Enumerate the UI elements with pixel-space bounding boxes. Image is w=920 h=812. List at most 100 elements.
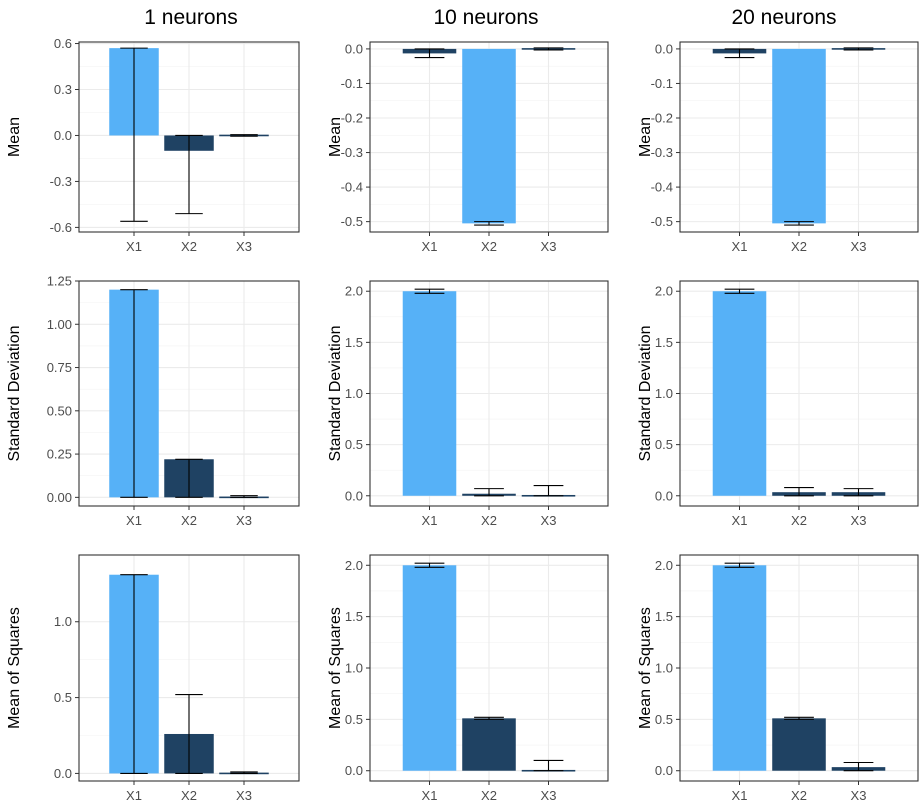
y-tick-label: 2.0 xyxy=(655,284,673,299)
error-bar-x2 xyxy=(175,458,203,498)
y-tick-label: 1.5 xyxy=(345,609,363,624)
error-bars xyxy=(414,562,564,772)
x-axis: X1 X2 X3 xyxy=(422,506,557,528)
x-axis: X1 X2 X3 xyxy=(732,506,866,528)
y-tick-label: 0.00 xyxy=(47,490,72,505)
x-tick-label: X2 xyxy=(481,239,497,254)
column-title-2: 10 neurons xyxy=(433,6,538,29)
bars xyxy=(712,565,886,771)
error-bar-x1 xyxy=(120,289,148,498)
y-axis-title: Mean xyxy=(6,117,23,157)
panel-row3-col2: 0.0 0.5 1.0 1.5 2.0 X1 X2 X3 Mean of Squares xyxy=(327,554,609,803)
y-tick-label: 0.0 xyxy=(655,488,673,503)
x-tick-label: X1 xyxy=(422,513,438,528)
y-axis-title: Mean of Squares xyxy=(327,607,344,729)
bar-x2 xyxy=(772,48,826,224)
error-bar-x2 xyxy=(474,716,504,720)
y-axis: -0.6 -0.3 0.0 0.3 0.6 xyxy=(50,36,79,235)
x-tick-label: X3 xyxy=(236,788,252,803)
error-bar-x3 xyxy=(843,488,874,497)
y-axis: 0.0 0.5 1.0 xyxy=(54,614,79,781)
y-tick-label: 1.0 xyxy=(345,386,363,401)
y-tick-label: -0.3 xyxy=(341,145,363,160)
y-tick-label: 0.0 xyxy=(54,766,72,781)
column-title-3: 20 neurons xyxy=(731,6,836,29)
error-bar-x2 xyxy=(175,134,203,215)
y-tick-label: 0.75 xyxy=(47,360,72,375)
error-bars xyxy=(120,289,258,498)
y-axis: -0.5 -0.4 -0.3 -0.2 -0.1 0.0 xyxy=(341,41,370,229)
panel-row3-col3: 0.0 0.5 1.0 1.5 2.0 X1 X2 X3 Mean of Squares xyxy=(637,554,919,803)
x-tick-label: X3 xyxy=(541,239,557,254)
error-bar-x1 xyxy=(414,288,445,294)
x-tick-label: X1 xyxy=(126,513,142,528)
error-bar-x2 xyxy=(175,693,203,774)
x-tick-label: X2 xyxy=(481,513,497,528)
bar-x1 xyxy=(402,291,457,496)
y-tick-label: 2.0 xyxy=(345,284,363,299)
y-tick-label: 2.0 xyxy=(345,558,363,573)
x-tick-label: X1 xyxy=(732,239,748,254)
error-bars xyxy=(724,288,874,497)
bars xyxy=(402,565,576,772)
x-tick-label: X2 xyxy=(481,788,497,803)
x-axis: X1 X2 X3 xyxy=(732,232,867,254)
x-tick-label: X2 xyxy=(791,513,807,528)
panel-row2-col3: 0.0 0.5 1.0 1.5 2.0 X1 X2 X3 Standard Deviation xyxy=(637,280,919,528)
x-tick-label: X1 xyxy=(732,788,748,803)
x-tick-label: X1 xyxy=(126,788,142,803)
y-tick-label: 1.5 xyxy=(345,335,363,350)
error-bar-x3 xyxy=(533,484,564,497)
y-axis: 0.0 0.5 1.0 1.5 2.0 xyxy=(345,558,370,778)
error-bar-x1 xyxy=(120,47,148,222)
y-tick-label: 0.0 xyxy=(345,41,363,56)
column-titles: 1 neurons 10 neurons 20 neurons xyxy=(144,6,836,29)
x-tick-label: X1 xyxy=(732,513,748,528)
y-tick-label: 0.0 xyxy=(345,763,363,778)
x-tick-label: X3 xyxy=(541,788,557,803)
y-tick-label: 2.0 xyxy=(655,558,673,573)
x-tick-label: X3 xyxy=(541,513,557,528)
error-bars xyxy=(414,47,564,226)
error-bars xyxy=(120,574,258,774)
y-tick-label: 0.0 xyxy=(54,128,72,143)
y-tick-label: 1.0 xyxy=(345,661,363,676)
panels: -0.6-0.30.00.30.6X1 X2 X3Mean-0.5-0.4-0.3-… xyxy=(6,36,919,803)
error-bars xyxy=(724,562,874,772)
panel-row1-col2: -0.5 -0.4 -0.3 -0.2 -0.1 0.0 X1 X2 X3 Mean xyxy=(327,41,609,254)
y-tick-label: -0.4 xyxy=(651,180,673,195)
y-tick-label: -0.3 xyxy=(50,174,72,189)
bar-x1 xyxy=(402,565,457,771)
y-tick-label: -0.5 xyxy=(341,214,363,229)
y-tick-label: 1.00 xyxy=(47,317,72,332)
y-axis-title: Standard Deviation xyxy=(6,325,23,461)
error-bar-x3 xyxy=(230,771,258,774)
y-axis: 0.0 0.5 1.0 1.5 2.0 xyxy=(655,284,680,503)
panel-row2-col1: 0.00 0.25 0.50 0.75 1.00 1.25 X1 X2 X3 Standard D… xyxy=(6,274,300,528)
error-bar-x1 xyxy=(120,574,148,774)
y-axis: 0.0 0.5 1.0 1.5 2.0 xyxy=(655,558,680,778)
error-bars xyxy=(414,288,564,497)
error-bar-x1 xyxy=(414,48,445,59)
y-tick-label: 0.25 xyxy=(47,447,72,462)
x-tick-label: X3 xyxy=(851,788,867,803)
y-tick-label: 1.25 xyxy=(47,274,72,289)
x-tick-label: X1 xyxy=(422,239,438,254)
x-tick-label: X2 xyxy=(181,239,197,254)
y-axis: -0.5 -0.4 -0.3 -0.2 -0.1 0.0 xyxy=(651,41,680,229)
x-tick-label: X1 xyxy=(422,788,438,803)
x-tick-label: X3 xyxy=(236,239,252,254)
y-axis-title: Mean xyxy=(327,117,344,157)
y-tick-label: -0.5 xyxy=(651,214,673,229)
y-tick-label: -0.6 xyxy=(50,220,72,235)
error-bar-x1 xyxy=(724,562,755,568)
x-tick-label: X3 xyxy=(851,239,867,254)
y-axis-title: Mean of Squares xyxy=(637,607,654,729)
x-tick-label: X2 xyxy=(181,513,197,528)
error-bar-x2 xyxy=(784,487,814,497)
error-bar-x2 xyxy=(784,716,814,720)
error-bar-x1 xyxy=(414,562,445,568)
x-axis: X1 X2 X3 xyxy=(422,781,557,803)
x-axis: X1 X2 X3 xyxy=(422,232,557,254)
y-axis-title: Mean of Squares xyxy=(6,607,23,729)
